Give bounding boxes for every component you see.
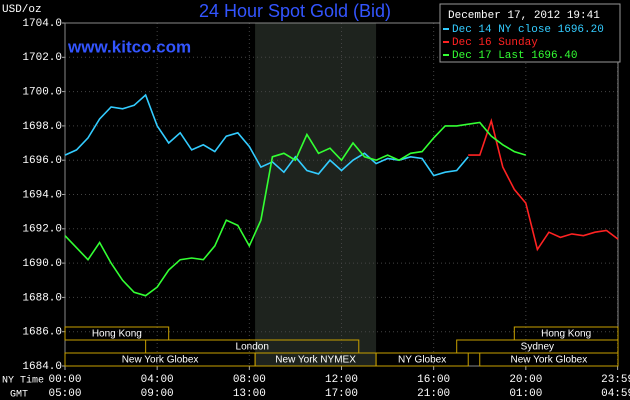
x-tick-label: 12:00	[325, 374, 358, 386]
y-tick-label: 1692.0	[22, 224, 62, 236]
session-label: New York NYMEX	[275, 355, 356, 366]
session-shade	[255, 23, 377, 366]
y-tick-label: 1702.0	[22, 52, 62, 64]
series-line	[64, 121, 527, 297]
timestamp: December 17, 2012 19:41	[448, 10, 600, 22]
y-tick-label: 1698.0	[22, 121, 62, 133]
series-line	[468, 117, 619, 252]
y-axis-label: USD/oz	[2, 4, 42, 16]
session-label: NY Globex	[398, 355, 446, 366]
session-label: New York Globex	[511, 355, 588, 366]
x-tick-label: 16:00	[417, 374, 450, 386]
x-tick-label: 23:59	[601, 374, 630, 386]
session-bar	[479, 352, 619, 367]
legend-box	[439, 3, 621, 63]
session-label: Hong Kong	[541, 329, 591, 340]
x2-tick-label: 21:00	[417, 388, 450, 400]
x2-tick-label: 04:59	[601, 388, 630, 400]
y-tick-label: 1684.0	[22, 361, 62, 373]
x-tick-label: 00:00	[48, 374, 81, 386]
session-bar	[64, 326, 170, 341]
session-bar	[375, 352, 469, 367]
chart-title: 24 Hour Spot Gold (Bid)	[199, 1, 391, 21]
y-tick-label: 1688.0	[22, 292, 62, 304]
legend-entry: Dec 16 Sunday	[452, 37, 538, 49]
watermark: www.kitco.com	[67, 37, 191, 56]
y-tick-label: 1700.0	[22, 87, 62, 99]
y-tick-label: 1690.0	[22, 258, 62, 270]
x2-tick-label: 01:00	[509, 388, 542, 400]
y-tick-label: 1704.0	[22, 18, 62, 30]
x-axis-label: NY Time	[2, 375, 44, 387]
x2-axis-label: GMT	[10, 390, 28, 400]
y-tick-label: 1696.0	[22, 155, 62, 167]
x-tick-label: 04:00	[141, 374, 174, 386]
legend-entry: Dec 17 Last 1696.40	[452, 50, 577, 62]
session-label: Hong Kong	[92, 329, 142, 340]
y-tick-label: 1686.0	[22, 327, 62, 339]
x2-tick-label: 09:00	[141, 388, 174, 400]
session-label: New York Globex	[122, 355, 199, 366]
x-tick-label: 08:00	[233, 374, 266, 386]
x-tick-label: 20:00	[509, 374, 542, 386]
x2-tick-label: 05:00	[48, 388, 81, 400]
x2-tick-label: 13:00	[233, 388, 266, 400]
x2-tick-label: 17:00	[325, 388, 358, 400]
session-label: London	[236, 342, 269, 353]
session-label: Sydney	[521, 342, 554, 353]
legend-entry: Dec 14 NY close 1696.20	[452, 24, 604, 36]
y-tick-label: 1694.0	[22, 189, 62, 201]
